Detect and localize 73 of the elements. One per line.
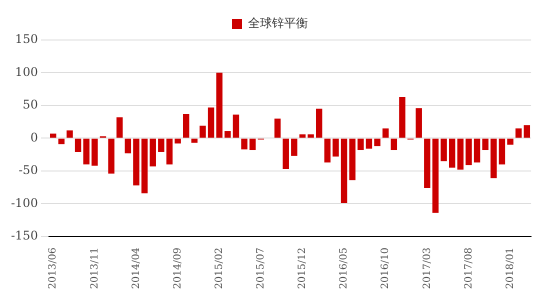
bar (216, 72, 222, 138)
bar (366, 138, 372, 149)
bar (182, 114, 190, 138)
x-tick-label: 2018/01 (504, 247, 516, 290)
bar (66, 130, 73, 138)
bar (440, 138, 447, 162)
y-tick-label: 50 (22, 98, 38, 112)
x-tick-label: 2013/11 (89, 247, 100, 290)
bar (432, 138, 439, 213)
bar (457, 138, 464, 170)
bar (474, 138, 480, 162)
bar (74, 138, 82, 152)
bar (274, 118, 281, 138)
x-tick-label: 2017/03 (422, 247, 433, 290)
bar (382, 128, 389, 138)
bar (232, 114, 240, 138)
y-tick-label: 150 (15, 32, 38, 46)
x-tick-label: 2015/02 (214, 247, 225, 290)
bar (316, 108, 322, 138)
bar (507, 138, 514, 145)
bar (83, 138, 90, 164)
bar (174, 138, 181, 144)
y-tick-label: -100 (10, 196, 38, 210)
bar (390, 138, 398, 150)
bar (332, 138, 339, 157)
y-tick-label: 0 (30, 130, 38, 144)
bar (349, 138, 356, 180)
x-tick-label: 2013/06 (48, 247, 59, 290)
x-tick-label: 2014/04 (130, 247, 142, 290)
bar (448, 138, 456, 168)
bar (291, 138, 298, 156)
bar (482, 138, 488, 150)
bar (416, 108, 422, 138)
bar (158, 138, 164, 152)
bar (249, 138, 256, 150)
bar (498, 138, 506, 164)
y-tick-label: 100 (15, 64, 38, 79)
bar (374, 138, 380, 146)
bar (208, 107, 214, 138)
bar (224, 131, 231, 138)
bar (108, 138, 114, 174)
bar (116, 117, 123, 138)
bar (424, 138, 430, 188)
bar (466, 138, 472, 166)
bar (308, 134, 314, 138)
bar (92, 138, 98, 166)
x-tick-label: 2014/09 (172, 247, 184, 290)
bar (50, 134, 56, 138)
bar (358, 138, 364, 150)
bar (166, 138, 173, 164)
bar (524, 125, 530, 138)
bar (490, 138, 497, 178)
bar (340, 138, 348, 204)
bar (58, 138, 65, 144)
x-tick-label: 2015/07 (256, 247, 267, 290)
x-tick-label: 2017/08 (463, 247, 474, 290)
bar (141, 138, 148, 194)
bar (200, 126, 206, 138)
bar (282, 138, 289, 170)
bar (133, 138, 140, 186)
bar (399, 96, 406, 138)
bar (124, 138, 132, 154)
bar (191, 138, 198, 143)
bar (150, 138, 156, 166)
bar (515, 128, 522, 138)
x-tick-label: 2015/12 (297, 247, 308, 290)
y-tick-label: -150 (10, 228, 38, 243)
x-tick-label: 2016/05 (338, 247, 350, 290)
x-tick-label: 2016/10 (380, 247, 392, 290)
bar (324, 138, 331, 162)
y-tick-label: -50 (18, 163, 38, 178)
legend-label: 全球锌平衡 (248, 16, 308, 30)
bar (241, 138, 248, 150)
